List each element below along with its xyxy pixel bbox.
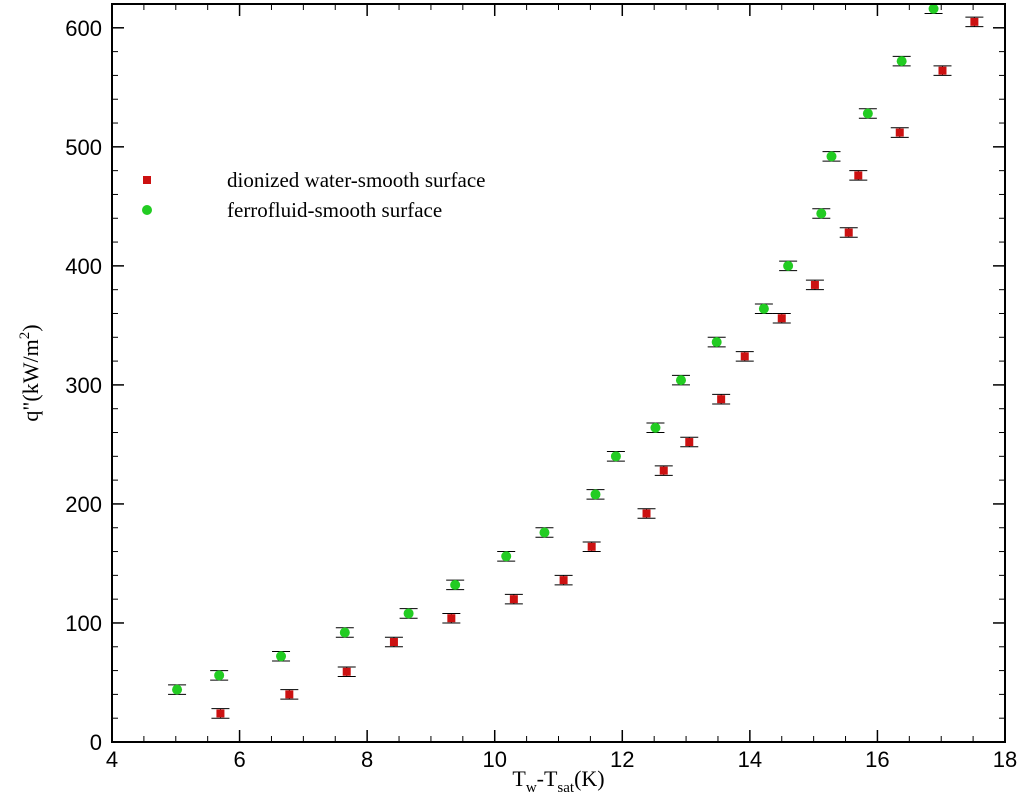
y-tick-label: 100 bbox=[65, 611, 102, 636]
data-point-circle bbox=[711, 337, 722, 348]
y-tick-labels: 0 100 200 300 400 500 600 bbox=[65, 16, 102, 755]
y-tick-label: 0 bbox=[90, 730, 102, 755]
x-tick-label: 14 bbox=[738, 747, 762, 772]
x-tick-label: 6 bbox=[233, 747, 245, 772]
plot-frame bbox=[111, 3, 1006, 743]
x-axis-title: Tw-Tsat(K) bbox=[512, 766, 604, 796]
x-tick-label: 4 bbox=[106, 747, 118, 772]
legend-label-ferrofluid: ferrofluid-smooth surface bbox=[227, 198, 442, 222]
y-tick-label: 600 bbox=[65, 16, 102, 41]
data-point-circle bbox=[650, 422, 661, 433]
data-point-square bbox=[659, 466, 668, 475]
data-point-circle bbox=[501, 551, 512, 562]
data-point-circle bbox=[896, 56, 907, 67]
legend-label-dionized-water: dionized water-smooth surface bbox=[227, 168, 485, 192]
data-point-square bbox=[216, 709, 225, 718]
legend: dionized water-smooth surface ferrofluid… bbox=[142, 168, 485, 222]
data-point-square bbox=[895, 128, 904, 137]
data-point-square bbox=[685, 438, 694, 447]
y-tick-label: 300 bbox=[65, 373, 102, 398]
data-point-square bbox=[844, 228, 853, 237]
y-tick-label: 400 bbox=[65, 254, 102, 279]
y-tick-label: 200 bbox=[65, 492, 102, 517]
data-point-circle bbox=[339, 627, 350, 638]
data-point-square bbox=[509, 595, 518, 604]
x-tick-label: 10 bbox=[482, 747, 506, 772]
x-tick-label: 8 bbox=[361, 747, 373, 772]
data-point-square bbox=[740, 352, 749, 361]
data-point-square bbox=[587, 542, 596, 551]
data-point-circle bbox=[928, 3, 939, 14]
data-point-circle bbox=[610, 451, 621, 462]
data-point-circle bbox=[826, 151, 837, 162]
data-point-square bbox=[970, 17, 979, 26]
data-point-circle bbox=[816, 208, 827, 219]
series-1 bbox=[168, 3, 943, 695]
data-point-circle bbox=[758, 303, 769, 314]
y-axis-title: q"(kW/m2) bbox=[17, 324, 43, 421]
data-point-square bbox=[389, 638, 398, 647]
data-point-circle bbox=[403, 608, 414, 619]
x-tick-label: 12 bbox=[610, 747, 634, 772]
data-point-circle bbox=[214, 670, 225, 681]
data-point-circle bbox=[276, 651, 287, 662]
data-point-circle bbox=[539, 527, 550, 538]
data-point-circle bbox=[862, 108, 873, 119]
data-point-square bbox=[642, 509, 651, 518]
data-point-circle bbox=[675, 375, 686, 386]
data-point-circle bbox=[590, 489, 601, 500]
data-point-circle bbox=[450, 579, 461, 590]
data-point-square bbox=[938, 66, 947, 75]
data-point-square bbox=[810, 280, 819, 289]
data-point-square bbox=[342, 667, 351, 676]
series-0 bbox=[211, 16, 984, 719]
data-point-circle bbox=[172, 684, 183, 695]
data-point-square bbox=[559, 576, 568, 585]
x-tick-label: 16 bbox=[865, 747, 889, 772]
data-point-square bbox=[717, 395, 726, 404]
data-point-square bbox=[447, 614, 456, 623]
legend-marker-ferrofluid bbox=[142, 205, 152, 215]
data-point-square bbox=[285, 690, 294, 699]
series-layer bbox=[168, 3, 984, 719]
y-tick-label: 500 bbox=[65, 135, 102, 160]
x-tick-labels: 4 6 8 10 12 14 16 18 bbox=[106, 747, 1017, 772]
data-point-square bbox=[777, 314, 786, 323]
data-point-circle bbox=[783, 260, 794, 271]
x-tick-label: 18 bbox=[993, 747, 1017, 772]
legend-marker-dionized-water bbox=[143, 176, 151, 184]
data-point-square bbox=[854, 171, 863, 180]
